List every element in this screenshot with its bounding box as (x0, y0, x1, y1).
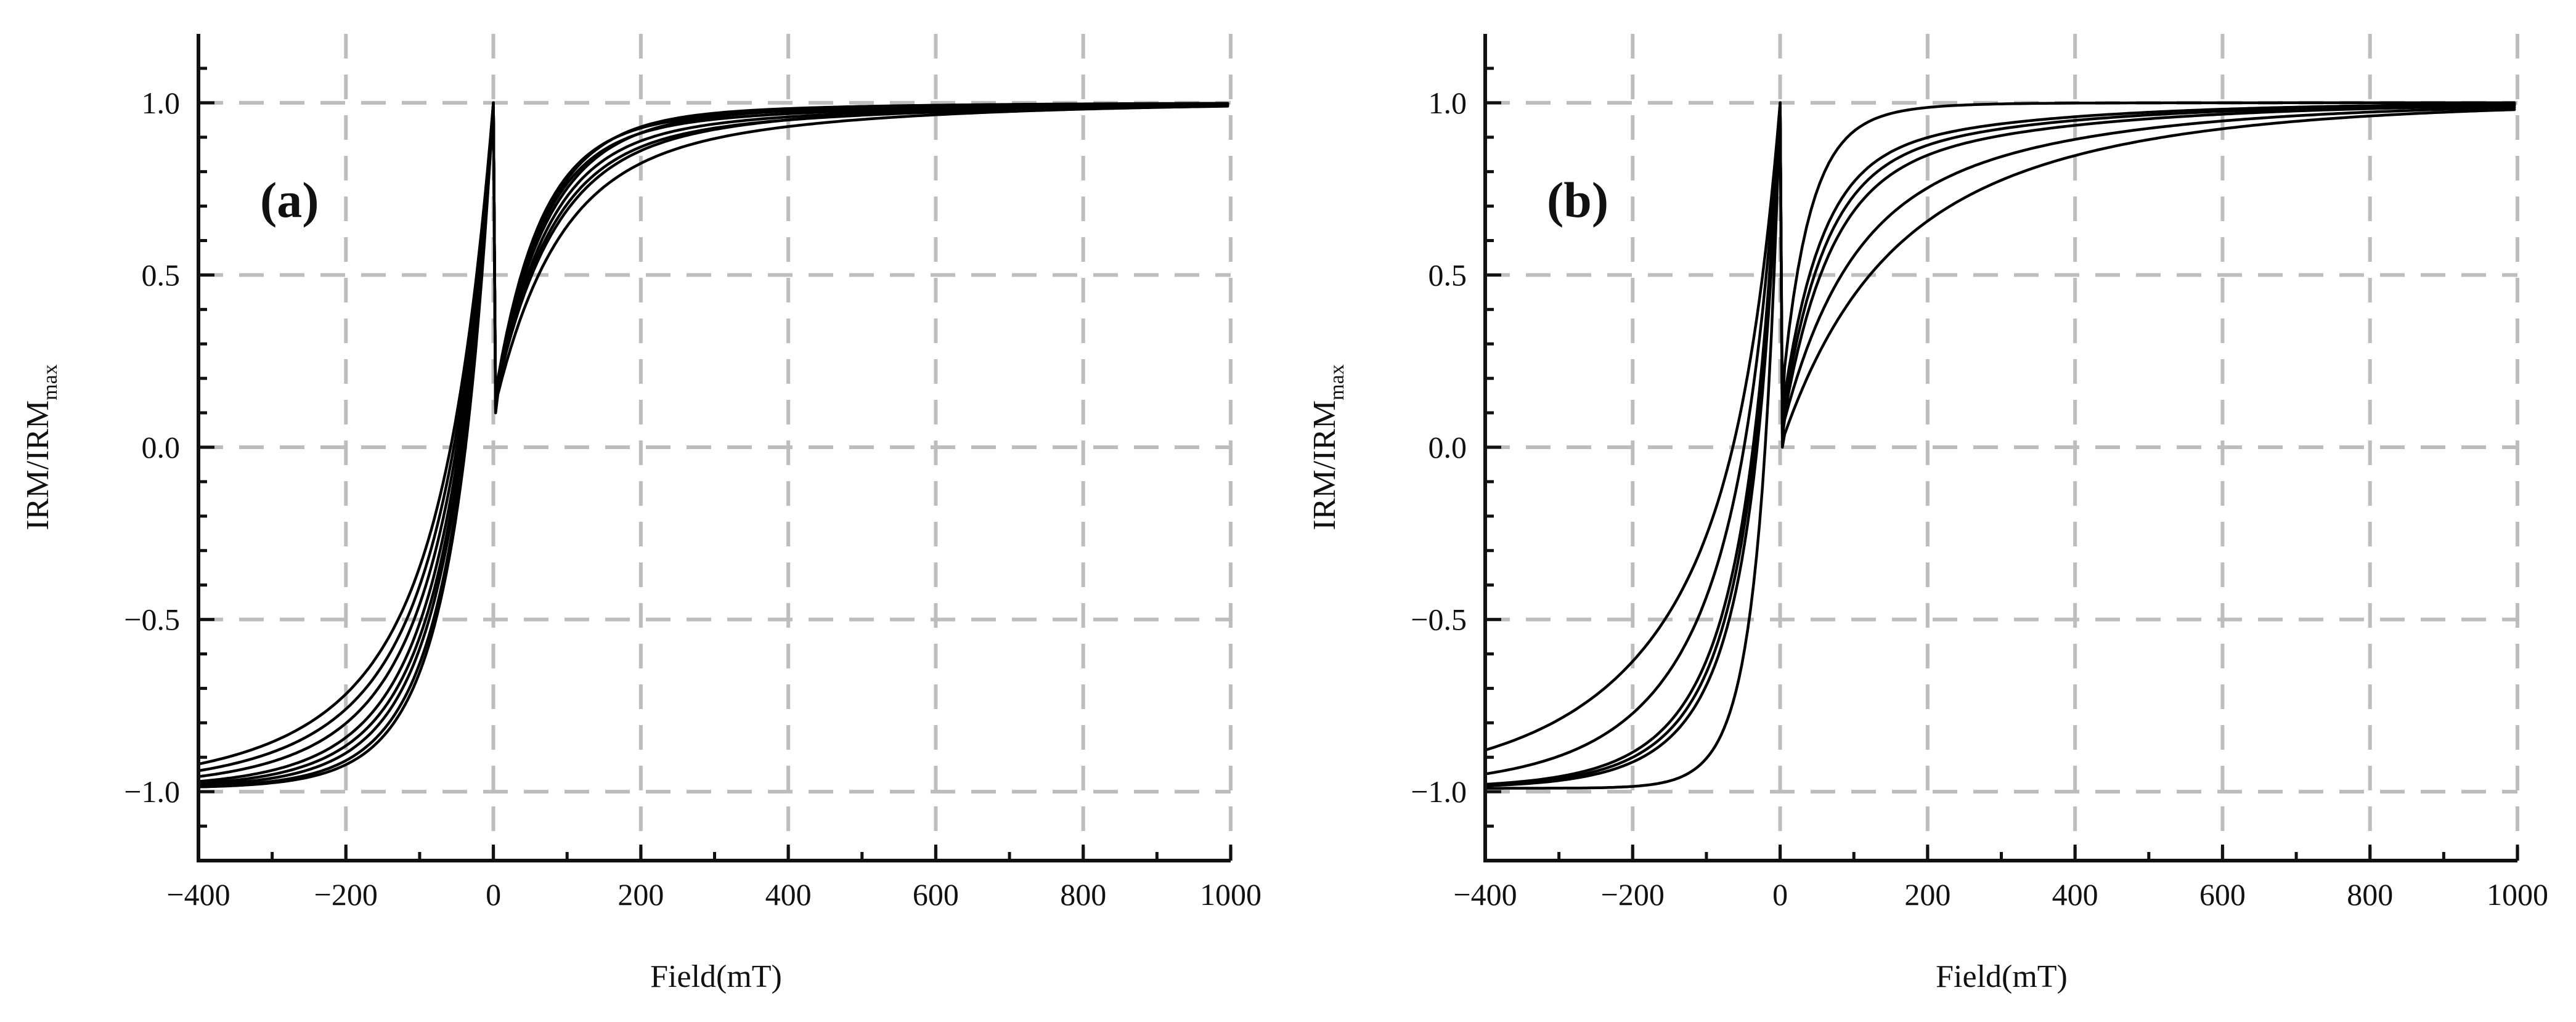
series-line-sample-4 (1483, 101, 2516, 786)
y-tick-label: 1.0 (1429, 86, 1467, 120)
curves-b (1483, 101, 2516, 790)
series-line-sample-2 (1483, 101, 2516, 787)
x-tick-label: 200 (1904, 877, 1950, 912)
grid-lines-a (198, 34, 1233, 861)
x-tick-label: −400 (1453, 877, 1517, 912)
ticks-b (1483, 67, 2519, 861)
y-tick-label: 0.0 (142, 430, 181, 464)
x-tick-labels-a: −400 −200 0 200 400 600 800 1000 (166, 877, 1262, 912)
y-axis-title-main-b: IRM/IRM (1307, 400, 1342, 530)
x-axis-title-a: Field(mT) (650, 959, 782, 994)
series-line-sample-8 (197, 101, 1229, 766)
y-tick-labels-b: −1.0 −0.5 0.0 0.5 1.0 (1411, 86, 1467, 809)
x-tick-label: 0 (486, 877, 501, 912)
y-axis-title-a: IRM/IRMmax (20, 364, 62, 530)
series-line-sample-5 (197, 101, 1229, 783)
y-axis-title-b: IRM/IRMmax (1307, 364, 1348, 530)
chart-panel-a: −400 −200 0 200 400 600 800 1000 −1.0 −0.5 0.0 0.5… (20, 34, 1262, 994)
x-tick-label: 600 (913, 877, 959, 912)
x-tick-label: 1000 (2487, 877, 2548, 912)
x-tick-label: 0 (1772, 877, 1788, 912)
y-tick-label: −1.0 (1411, 774, 1467, 809)
y-tick-label: −0.5 (124, 602, 180, 637)
x-tick-label: −400 (166, 877, 230, 912)
x-axis-title-b: Field(mT) (1936, 959, 2068, 994)
panel-label-a: (a) (260, 172, 319, 228)
x-tick-label: 800 (2347, 877, 2393, 912)
x-tick-label: 200 (618, 877, 664, 912)
x-tick-label: 600 (2199, 877, 2246, 912)
x-tick-label: 1000 (1200, 877, 1262, 912)
series-line-sample-5 (1483, 101, 2516, 776)
x-tick-label: −200 (314, 877, 378, 912)
y-tick-label: 1.0 (142, 86, 181, 120)
y-axis-title-sub-a: max (39, 364, 62, 400)
y-axis-title-sub-b: max (1326, 364, 1348, 400)
x-tick-label: −200 (1601, 877, 1665, 912)
y-tick-label: −1.0 (124, 774, 180, 809)
series-line-sample-1 (1483, 101, 2516, 790)
y-tick-label: 0.0 (1429, 430, 1467, 464)
series-line-sample-6 (1483, 101, 2516, 752)
chart-panel-b: −400 −200 0 200 400 600 800 1000 −1.0 −0.5 0.0 0.5… (1307, 34, 2548, 994)
curves-a (197, 101, 1229, 789)
series-line-sample-7 (197, 101, 1229, 773)
ticks-a (197, 67, 1233, 861)
x-tick-label: 400 (765, 877, 812, 912)
y-tick-label: 0.5 (1429, 258, 1467, 292)
y-tick-label: 0.5 (142, 258, 181, 292)
x-tick-labels-b: −400 −200 0 200 400 600 800 1000 (1453, 877, 2548, 912)
grid-lines-b (1485, 34, 2519, 861)
y-tick-label: −0.5 (1411, 602, 1467, 637)
x-tick-label: 400 (2052, 877, 2098, 912)
panel-label-b: (b) (1547, 172, 1608, 228)
y-tick-labels-a: −1.0 −0.5 0.0 0.5 1.0 (124, 86, 180, 809)
series-line-sample-3 (1483, 101, 2516, 787)
y-axis-title-main-a: IRM/IRM (20, 400, 55, 530)
x-tick-label: 800 (1060, 877, 1106, 912)
